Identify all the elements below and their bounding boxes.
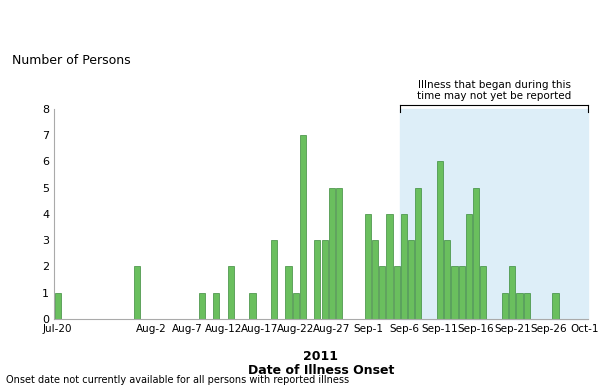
Bar [199, 293, 205, 319]
Bar [400, 109, 588, 319]
Bar [473, 188, 479, 319]
Bar [509, 266, 515, 319]
Bar [415, 188, 421, 319]
Bar [228, 266, 234, 319]
Bar [502, 293, 508, 319]
Bar [379, 266, 385, 319]
Bar [372, 240, 378, 319]
Bar [524, 293, 530, 319]
Bar [437, 161, 443, 319]
Text: Number of Persons: Number of Persons [12, 54, 131, 67]
Bar [408, 240, 414, 319]
Bar [55, 293, 61, 319]
Text: Illness that began during this
time may not yet be reported: Illness that began during this time may … [417, 79, 571, 101]
Bar [444, 240, 451, 319]
Bar [336, 188, 342, 319]
Bar [213, 293, 220, 319]
Bar [401, 214, 407, 319]
Bar [458, 266, 465, 319]
Bar [271, 240, 277, 319]
Bar [314, 240, 320, 319]
Text: 2011: 2011 [304, 350, 338, 363]
Bar [386, 214, 392, 319]
Bar [517, 293, 523, 319]
Bar [250, 293, 256, 319]
Bar [394, 266, 400, 319]
Bar [553, 293, 559, 319]
Bar [329, 188, 335, 319]
Bar [134, 266, 140, 319]
Text: Date of Illness Onset: Date of Illness Onset [248, 364, 394, 377]
Bar [286, 266, 292, 319]
Text: Onset date not currently available for all persons with reported illness: Onset date not currently available for a… [6, 375, 349, 385]
Bar [300, 135, 306, 319]
Bar [365, 214, 371, 319]
Bar [466, 214, 472, 319]
Bar [451, 266, 458, 319]
Bar [322, 240, 328, 319]
Bar [480, 266, 487, 319]
Bar [293, 293, 299, 319]
